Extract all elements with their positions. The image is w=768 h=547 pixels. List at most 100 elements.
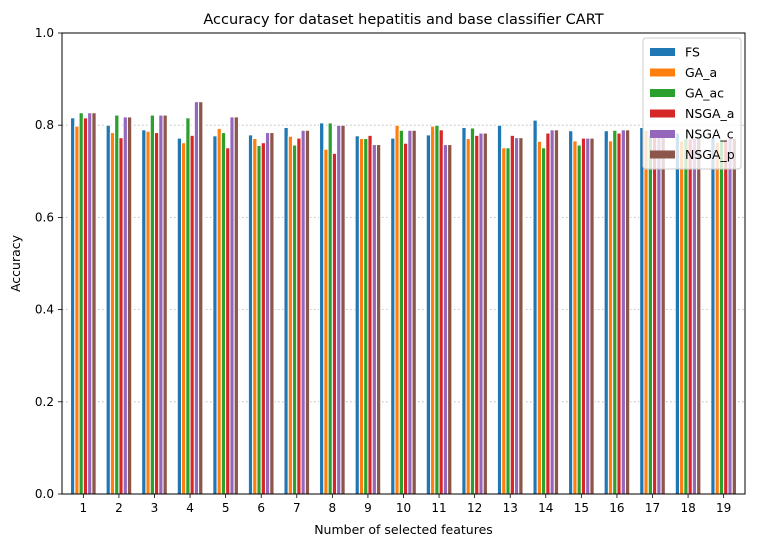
bar-FS-3 bbox=[141, 129, 147, 495]
y-axis-label: Accuracy bbox=[8, 234, 23, 292]
x-tick-label: 13 bbox=[503, 501, 518, 515]
bar-NSGA_p-14 bbox=[553, 129, 560, 495]
bar-GA_ac-7 bbox=[292, 144, 298, 495]
bar-NSGA_p-16 bbox=[624, 129, 631, 495]
bar-GA_ac-2 bbox=[114, 114, 120, 495]
y-tick-label: 0.8 bbox=[35, 118, 54, 132]
bar-GA_ac-3 bbox=[149, 114, 155, 495]
legend-swatch-GA_a bbox=[650, 68, 675, 77]
bar-NSGA_p-2 bbox=[126, 116, 133, 495]
bar-NSGA_a-14 bbox=[545, 132, 551, 495]
bar-NSGA_c-19 bbox=[727, 137, 733, 495]
x-tick-label: 17 bbox=[645, 501, 660, 515]
bar-FS-5 bbox=[212, 135, 218, 495]
bar-NSGA_a-13 bbox=[509, 134, 515, 495]
x-tick-label: 1 bbox=[80, 501, 88, 515]
bar-NSGA_a-11 bbox=[438, 129, 444, 495]
bar-GA_ac-6 bbox=[256, 144, 262, 495]
y-tick-label: 0.4 bbox=[35, 303, 54, 317]
bar-NSGA_c-16 bbox=[620, 129, 626, 495]
bar-FS-8 bbox=[319, 122, 325, 495]
bar-NSGA_a-15 bbox=[580, 137, 587, 495]
bar-NSGA_p-1 bbox=[91, 112, 97, 495]
bar-NSGA_c-8 bbox=[336, 124, 342, 495]
bar-GA_ac-14 bbox=[541, 147, 547, 495]
x-tick-label: 11 bbox=[431, 501, 446, 515]
x-tick-label: 16 bbox=[609, 501, 624, 515]
bar-NSGA_p-19 bbox=[731, 137, 737, 495]
bars bbox=[70, 101, 737, 495]
bar-NSGA_c-9 bbox=[371, 144, 377, 495]
bar-FS-14 bbox=[532, 119, 538, 495]
bar-NSGA_p-7 bbox=[304, 129, 311, 495]
bar-NSGA_p-10 bbox=[411, 129, 417, 495]
bar-GA_a-3 bbox=[145, 130, 151, 495]
bar-NSGA_a-16 bbox=[616, 132, 622, 495]
bar-NSGA_p-11 bbox=[447, 144, 453, 495]
bar-GA_a-17 bbox=[643, 129, 649, 495]
legend-swatch-NSGA_a bbox=[650, 109, 675, 118]
bar-FS-1 bbox=[70, 117, 76, 495]
legend-swatch-NSGA_p bbox=[650, 150, 675, 159]
bar-NSGA_p-9 bbox=[375, 144, 382, 495]
bar-NSGA_p-8 bbox=[340, 124, 346, 495]
bar-NSGA_c-7 bbox=[300, 129, 306, 495]
x-tick-label: 9 bbox=[364, 501, 372, 515]
bar-FS-9 bbox=[354, 135, 360, 495]
y-tick-label: 0.6 bbox=[35, 210, 54, 224]
bar-NSGA_a-1 bbox=[82, 117, 89, 495]
bar-GA_a-18 bbox=[679, 140, 685, 495]
bar-NSGA_c-17 bbox=[656, 133, 662, 495]
x-tick-label: 3 bbox=[151, 501, 159, 515]
bar-NSGA_a-7 bbox=[296, 137, 302, 495]
bar-NSGA_a-2 bbox=[118, 137, 124, 495]
bar-GA_ac-12 bbox=[469, 127, 476, 495]
bar-NSGA_a-17 bbox=[652, 134, 658, 495]
bar-NSGA_p-5 bbox=[233, 116, 239, 495]
bar-GA_ac-4 bbox=[185, 117, 191, 495]
legend-label-FS: FS bbox=[685, 45, 700, 60]
bar-GA_a-5 bbox=[216, 127, 222, 495]
bar-NSGA_p-13 bbox=[518, 137, 524, 495]
bar-FS-18 bbox=[674, 132, 681, 495]
y-tick-label: 0.2 bbox=[35, 395, 54, 409]
bar-GA_a-7 bbox=[287, 135, 294, 495]
legend-label-GA_ac: GA_ac bbox=[685, 86, 724, 101]
x-axis-label: Number of selected features bbox=[314, 522, 493, 537]
x-tick-label: 15 bbox=[574, 501, 589, 515]
legend-label-GA_a: GA_a bbox=[685, 65, 717, 80]
bar-NSGA_c-15 bbox=[585, 137, 591, 495]
bar-GA_ac-15 bbox=[576, 144, 582, 495]
bar-NSGA_c-11 bbox=[442, 144, 449, 495]
bar-NSGA_a-6 bbox=[260, 142, 266, 495]
bar-GA_ac-1 bbox=[78, 112, 84, 495]
bar-FS-12 bbox=[461, 127, 467, 495]
bar-NSGA_c-6 bbox=[264, 132, 271, 495]
bar-GA_ac-16 bbox=[612, 129, 618, 495]
x-tick-label: 14 bbox=[538, 501, 553, 515]
x-tick-label: 2 bbox=[115, 501, 123, 515]
bar-NSGA_c-5 bbox=[229, 116, 235, 495]
bar-GA_a-13 bbox=[501, 147, 507, 495]
x-tick-label: 4 bbox=[186, 501, 194, 515]
bar-GA_a-8 bbox=[323, 148, 329, 495]
bar-NSGA_a-12 bbox=[474, 134, 480, 495]
bar-FS-16 bbox=[603, 130, 609, 495]
chart-title: Accuracy for dataset hepatitis and base … bbox=[203, 12, 603, 28]
bar-GA_ac-13 bbox=[505, 147, 511, 495]
legend-label-NSGA_a: NSGA_a bbox=[685, 106, 734, 121]
bar-NSGA_a-4 bbox=[189, 134, 195, 495]
bar-GA_a-11 bbox=[430, 125, 436, 495]
bar-FS-6 bbox=[247, 134, 254, 495]
bar-NSGA_a-5 bbox=[225, 147, 231, 495]
bar-NSGA_a-19 bbox=[723, 138, 729, 495]
x-tick-label: 6 bbox=[257, 501, 265, 515]
legend-label-NSGA_p: NSGA_p bbox=[685, 147, 735, 162]
bar-GA_ac-10 bbox=[398, 129, 405, 495]
bar-GA_ac-5 bbox=[220, 132, 227, 495]
x-tick-label: 10 bbox=[396, 501, 411, 515]
x-axis-ticks: 1 2 3 4 5 6 7 8 9 10 11 12 13 14 15 16 17 18 19 bbox=[80, 494, 731, 515]
bar-NSGA_c-1 bbox=[87, 112, 93, 495]
bar-FS-2 bbox=[105, 124, 111, 495]
bar-GA_ac-19 bbox=[718, 138, 725, 495]
